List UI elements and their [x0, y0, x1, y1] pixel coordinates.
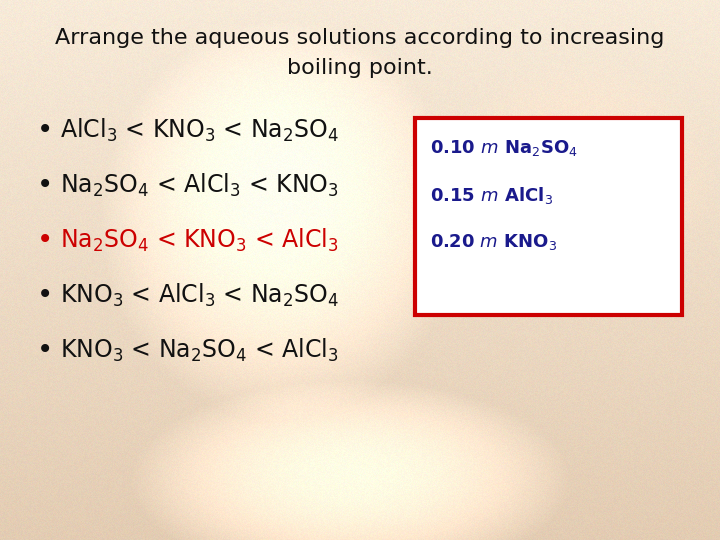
FancyBboxPatch shape [415, 118, 682, 315]
Text: •: • [37, 226, 53, 254]
Text: 0.15 $\it{m}$ AlCl$_3$: 0.15 $\it{m}$ AlCl$_3$ [430, 185, 553, 206]
Text: Arrange the aqueous solutions according to increasing: Arrange the aqueous solutions according … [55, 28, 665, 48]
Text: •: • [37, 281, 53, 309]
Text: boiling point.: boiling point. [287, 58, 433, 78]
Text: •: • [37, 171, 53, 199]
Text: AlCl$_3$ < KNO$_3$ < Na$_2$SO$_4$: AlCl$_3$ < KNO$_3$ < Na$_2$SO$_4$ [60, 117, 339, 144]
Text: Na$_2$SO$_4$ < AlCl$_3$ < KNO$_3$: Na$_2$SO$_4$ < AlCl$_3$ < KNO$_3$ [60, 171, 338, 199]
Text: 0.10 $\it{m}$ Na$_2$SO$_4$: 0.10 $\it{m}$ Na$_2$SO$_4$ [430, 138, 578, 158]
Text: KNO$_3$ < AlCl$_3$ < Na$_2$SO$_4$: KNO$_3$ < AlCl$_3$ < Na$_2$SO$_4$ [60, 281, 339, 308]
Text: •: • [37, 116, 53, 144]
Text: Na$_2$SO$_4$ < KNO$_3$ < AlCl$_3$: Na$_2$SO$_4$ < KNO$_3$ < AlCl$_3$ [60, 226, 338, 254]
Text: KNO$_3$ < Na$_2$SO$_4$ < AlCl$_3$: KNO$_3$ < Na$_2$SO$_4$ < AlCl$_3$ [60, 336, 338, 363]
Text: 0.20 $\it{m}$ KNO$_3$: 0.20 $\it{m}$ KNO$_3$ [430, 232, 557, 252]
Text: •: • [37, 336, 53, 364]
